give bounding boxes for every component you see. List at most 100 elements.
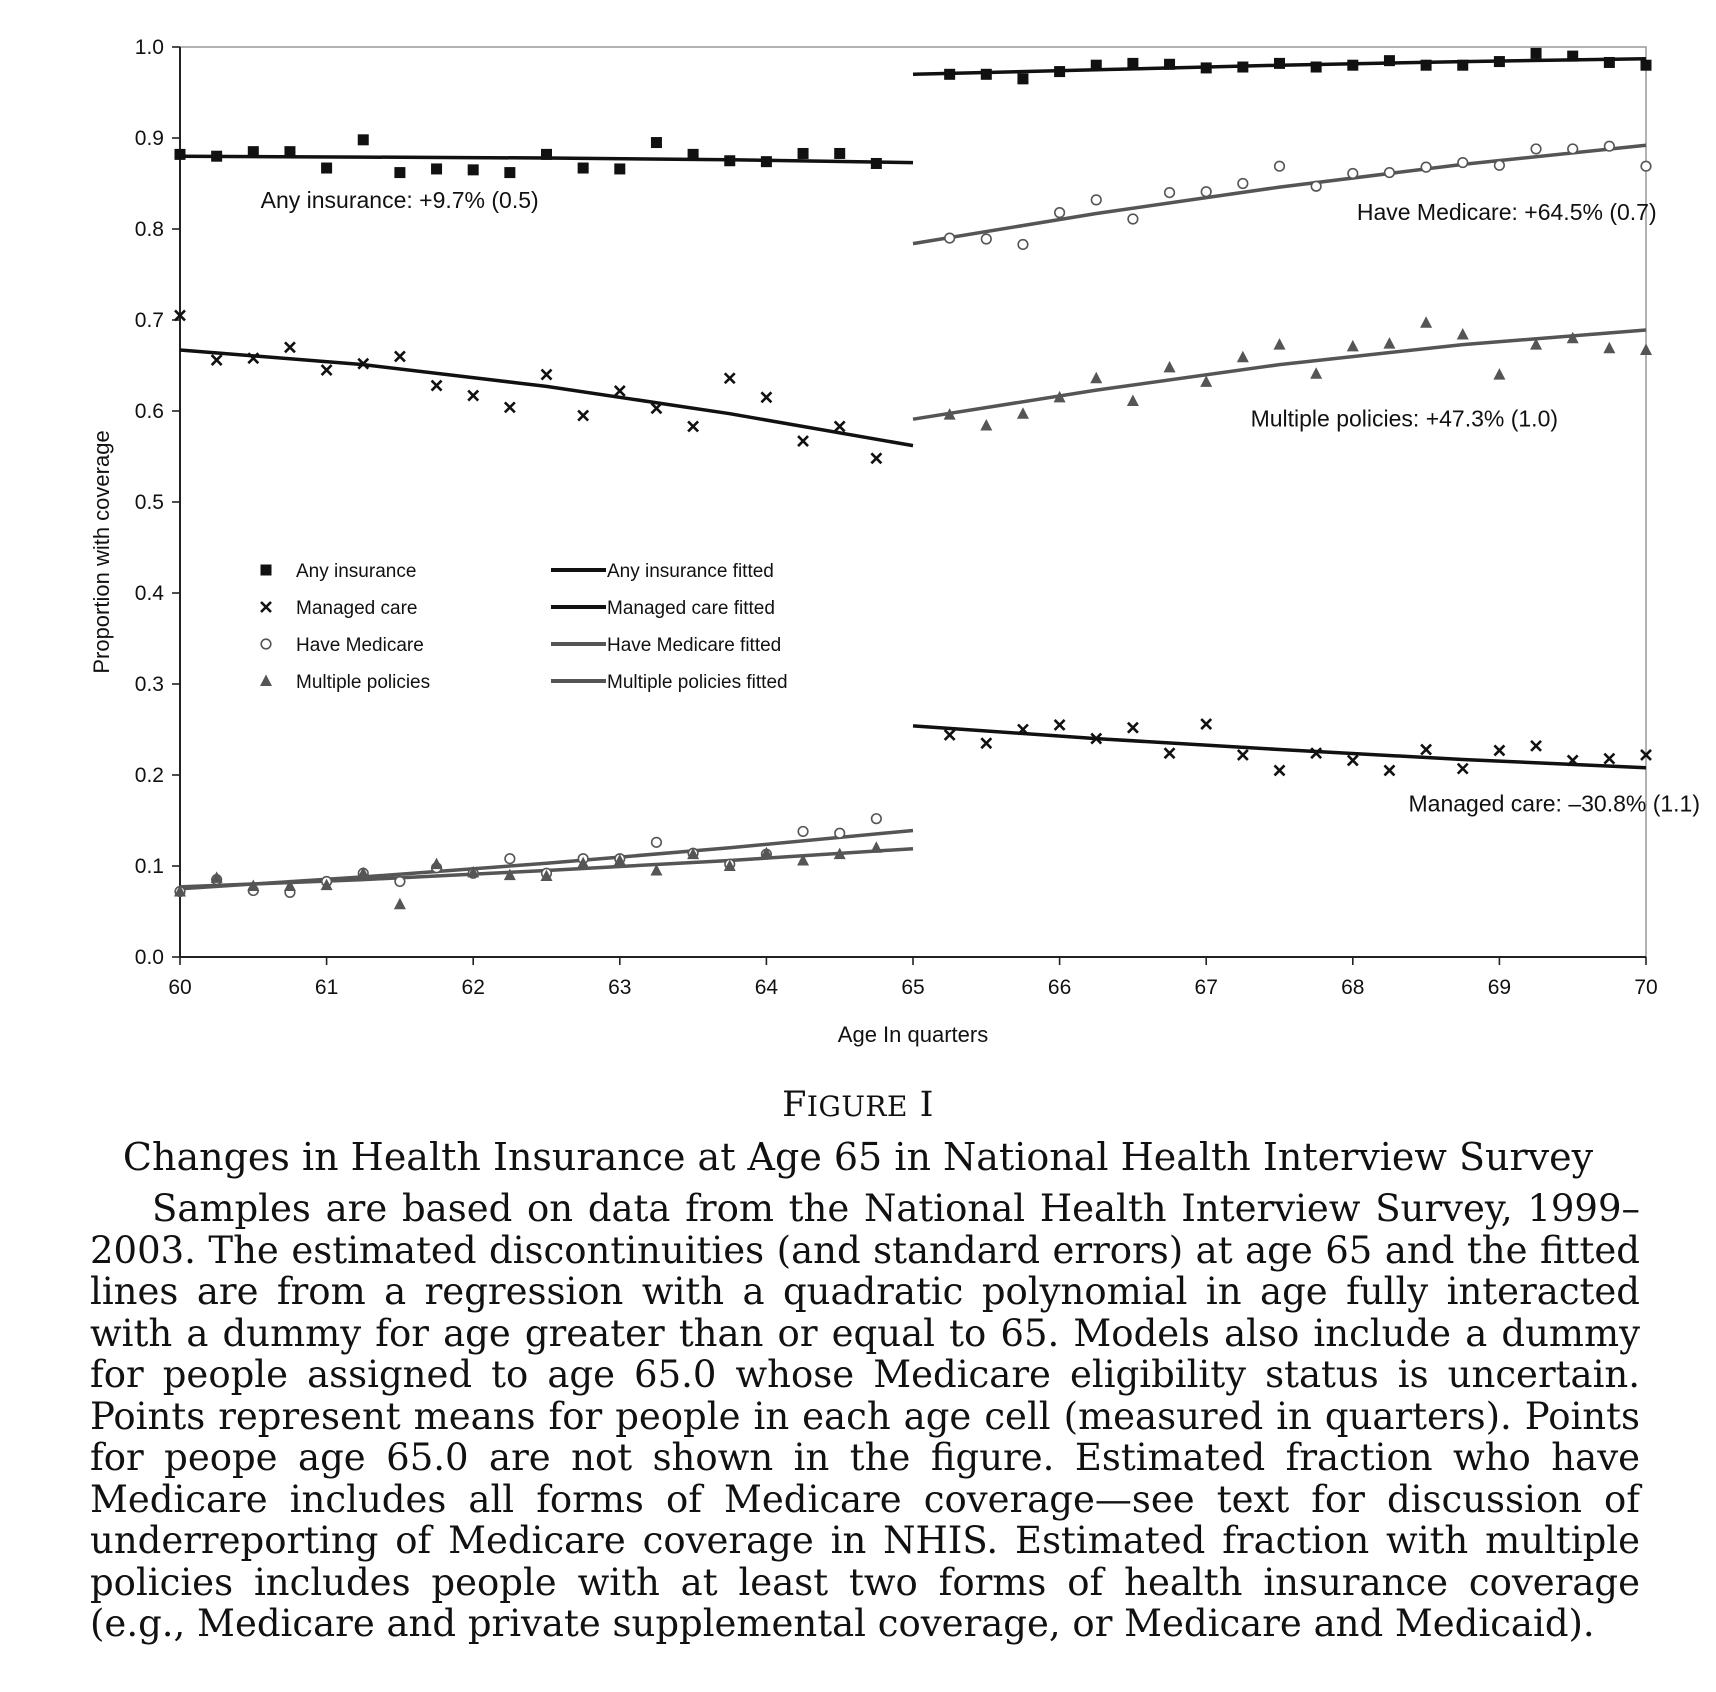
data-point: [357, 357, 370, 370]
data-point: [1420, 59, 1432, 71]
legend-label: Managed care: [296, 598, 417, 619]
discontinuity-annotation: Multiple policies: +47.3% (1.0): [1251, 405, 1558, 431]
data-point: [540, 869, 553, 882]
data-point: [944, 232, 956, 244]
x-tick-label: 70: [1634, 976, 1657, 999]
data-point: [1163, 360, 1176, 373]
data-point: [1016, 407, 1029, 419]
legend-label: Any insurance fitted: [607, 561, 774, 582]
legend-label: Multiple policies: [296, 672, 430, 693]
data-point: [1053, 390, 1066, 403]
data-point: [430, 379, 443, 392]
data-point: [1310, 180, 1322, 192]
data-point: [797, 147, 809, 159]
data-point: [1090, 59, 1102, 71]
y-axis-label: Proportion with coverage: [89, 430, 114, 673]
data-point: [1347, 167, 1359, 180]
data-point: [357, 866, 370, 879]
y-tick-label: 1.0: [135, 36, 164, 59]
fitted-line-group: [179, 143, 1647, 891]
data-point: [1567, 50, 1579, 62]
y-tick-label: 0.1: [135, 855, 164, 878]
legend-marker: [260, 638, 272, 650]
data-point: [1054, 66, 1066, 78]
data-point: [1493, 744, 1506, 757]
data-point: [1347, 59, 1359, 71]
data-point: [1310, 61, 1322, 73]
data-point: [174, 884, 186, 897]
data-point: [1493, 159, 1505, 171]
data-point: [1310, 367, 1323, 379]
data-point: [943, 408, 956, 420]
data-point: [1163, 187, 1176, 199]
legend-label: Have Medicare fitted: [607, 635, 781, 656]
data-point: [577, 409, 590, 422]
data-point: [577, 856, 590, 869]
data-point: [1530, 143, 1542, 155]
data-point: [1200, 375, 1213, 387]
data-point: [1090, 371, 1103, 384]
data-point: [1127, 213, 1139, 225]
discontinuity-annotation: Have Medicare: +64.5% (0.7): [1357, 199, 1657, 225]
data-point: [833, 847, 846, 860]
legend-marker: [260, 601, 272, 613]
fitted-line: [912, 143, 1647, 246]
data-point: [687, 847, 700, 860]
data-point: [1530, 338, 1543, 350]
data-point: [247, 879, 260, 892]
figure-label: FIGURE I: [782, 1085, 934, 1125]
y-tick-label: 0.3: [135, 673, 164, 696]
data-point: [1200, 62, 1212, 74]
data-point: [980, 233, 992, 245]
data-point: [1603, 56, 1615, 68]
data-point: [1566, 331, 1579, 344]
x-axis-label: Age In quarters: [838, 1022, 988, 1047]
data-point: [430, 857, 443, 870]
x-tick-label: 67: [1195, 976, 1218, 999]
data-point: [650, 864, 663, 876]
coverage-chart: 0.00.10.20.30.40.50.60.70.80.91.060 61 62 6…: [89, 36, 1700, 1047]
data-point: [577, 162, 589, 174]
data-point: [1456, 762, 1469, 775]
data-point: [174, 309, 186, 322]
series-points: [174, 309, 1652, 777]
data-point: [650, 836, 663, 848]
data-point: [1273, 160, 1286, 172]
data-point: [797, 854, 810, 866]
data-point: [541, 148, 552, 160]
data-point: [760, 391, 773, 404]
data-point: [1346, 754, 1359, 767]
y-tick-label: 0.0: [135, 946, 164, 969]
fitted-line-group: [179, 57, 1647, 165]
data-point: [980, 419, 993, 431]
fitted-line: [912, 328, 1647, 421]
data-point: [210, 354, 223, 366]
data-point: [247, 146, 259, 158]
data-point: [321, 162, 333, 174]
data-point: [1126, 394, 1139, 406]
fitted-line: [179, 348, 914, 448]
data-point: [1017, 238, 1029, 251]
data-point: [760, 846, 773, 859]
x-axis-ticks: 60 61 62 63 64 65 66 67 68 69 70: [168, 957, 1658, 999]
data-point: [834, 147, 846, 159]
data-point: [1163, 747, 1176, 760]
y-tick-label: 0.5: [135, 491, 164, 514]
data-point: [943, 729, 956, 741]
data-point: [320, 878, 333, 891]
data-point: [1457, 59, 1469, 71]
y-tick-label: 0.6: [135, 400, 164, 423]
data-point: [1346, 339, 1359, 352]
data-point: [980, 737, 993, 750]
plot-frame: [179, 46, 1647, 958]
series-points: [174, 316, 1652, 910]
data-point: [980, 68, 992, 80]
x-tick-label: 65: [901, 976, 924, 999]
data-point: [1640, 343, 1652, 356]
data-point: [870, 813, 882, 825]
data-point: [870, 452, 883, 465]
data-point: [247, 352, 260, 365]
data-point: [687, 420, 700, 433]
data-point: [1640, 59, 1652, 71]
data-point: [1640, 160, 1652, 172]
